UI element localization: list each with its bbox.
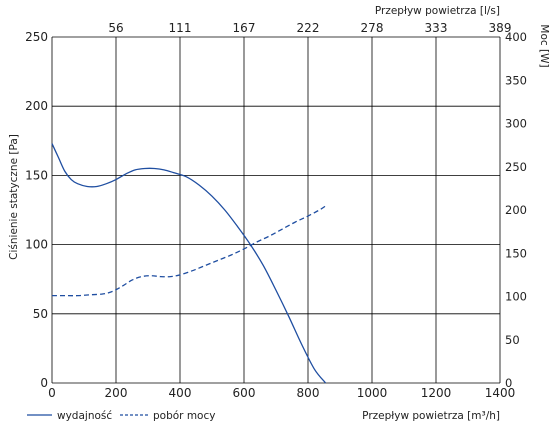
x-top-tick-label: 333 (425, 21, 448, 35)
y-right-tick-label: 100 (505, 290, 527, 304)
y-right-tick-label: 200 (505, 203, 527, 217)
x-top-tick-label: 389 (489, 21, 512, 35)
y-right-tick-label: 0 (505, 376, 512, 390)
legend: wydajność pobór mocy (27, 410, 215, 422)
x-tick-label: 200 (105, 386, 128, 400)
y-right-tick-label: 150 (505, 246, 527, 260)
y-left-axis-title: Ciśnienie statyczne [Pa] (8, 134, 20, 260)
x-tick-label: 400 (169, 386, 192, 400)
y-left-tick-label: 0 (40, 376, 48, 390)
grid-layer (51, 36, 501, 384)
x-axis-title: Przepływ powietrza [m³/h] (362, 410, 500, 422)
y-right-tick-label: 400 (505, 30, 527, 44)
y-right-tick-label: 50 (505, 333, 520, 347)
y-right-tick-label: 250 (505, 160, 527, 174)
x-top-tick-label: 222 (297, 21, 320, 35)
y-right-axis-title: Moc [W] (538, 24, 550, 67)
y-right-tick-label: 300 (505, 117, 527, 131)
series-line-wydajnosc (51, 143, 327, 384)
x-tick-label: 800 (297, 386, 320, 400)
legend-label-pobor-mocy: pobór mocy (153, 410, 215, 422)
y-left-tick-label: 150 (25, 168, 48, 182)
y-left-tick-label: 100 (25, 238, 48, 252)
y-left-tick-label: 200 (25, 99, 48, 113)
x-top-axis-title: Przepływ powietrza [l/s] (375, 5, 500, 17)
legend-label-wydajnosc: wydajność (57, 410, 112, 422)
x-tick-label: 0 (48, 386, 56, 400)
series-layer (51, 143, 328, 384)
y-right-tick-label: 350 (505, 73, 527, 87)
x-tick-label: 1400 (485, 386, 516, 400)
y-left-tick-label: 250 (25, 30, 48, 44)
x-tick-label: 1000 (357, 386, 388, 400)
x-top-tick-label: 278 (361, 21, 384, 35)
series-line-pobor-mocy (52, 204, 328, 297)
x-tick-label: 600 (233, 386, 256, 400)
y-left-tick-label: 50 (33, 307, 48, 321)
x-top-tick-label: 167 (233, 21, 256, 35)
x-top-tick-label: 111 (169, 21, 192, 35)
x-tick-label: 1200 (421, 386, 452, 400)
x-top-tick-label: 56 (108, 21, 123, 35)
